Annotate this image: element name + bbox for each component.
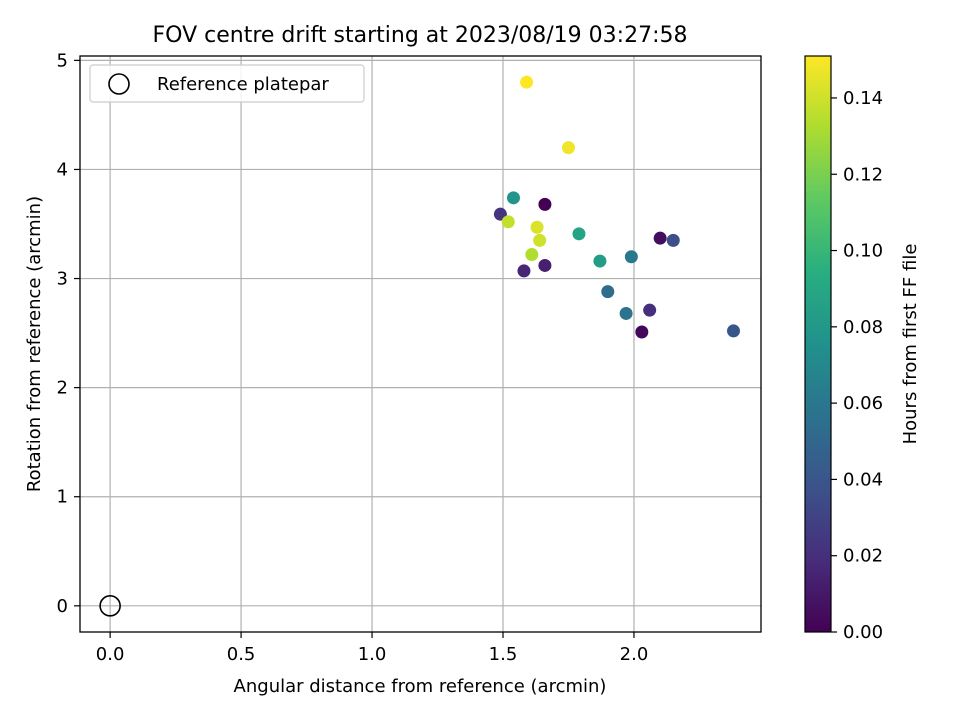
colorbar	[804, 55, 832, 633]
data-point	[572, 227, 586, 241]
data-point	[517, 264, 531, 278]
y-tick-label: 4	[57, 159, 68, 180]
data-point	[601, 285, 615, 299]
colorbar-tick-label: 0.14	[843, 88, 883, 109]
legend-label: Reference platepar	[157, 74, 329, 95]
data-point	[561, 141, 575, 155]
y-tick-label: 5	[57, 50, 68, 71]
y-tick-label: 1	[57, 487, 68, 508]
data-point	[538, 258, 552, 272]
y-axis-label: Rotation from reference (arcmin)	[24, 196, 45, 492]
x-axis-ticks: 0.0 0.5 1.0 1.5 2.0	[96, 632, 648, 665]
colorbar-tick-label: 0.12	[843, 164, 883, 185]
colorbar-tick-label: 0.02	[843, 546, 883, 567]
legend: Reference platepar	[89, 64, 365, 103]
colorbar-label: Hours from first FF file	[900, 244, 921, 445]
legend-marker	[108, 73, 130, 95]
data-point	[653, 231, 667, 245]
y-tick-label: 2	[57, 378, 68, 399]
data-point	[506, 191, 520, 205]
colorbar-tick-label: 0.06	[843, 393, 883, 414]
colorbar-tick-label: 0.10	[843, 241, 883, 262]
colorbar-tick-label: 0.04	[843, 469, 883, 490]
data-point	[525, 248, 539, 262]
data-point	[501, 215, 515, 229]
colorbar-tick-label: 0.00	[843, 622, 883, 643]
data-point	[726, 324, 740, 338]
scatter-points	[493, 75, 740, 339]
legend-box	[89, 64, 365, 103]
data-point	[530, 220, 544, 234]
data-point	[520, 75, 534, 89]
x-tick-label: 0.0	[96, 644, 125, 665]
y-axis-ticks: 0 1 2 3 4 5	[57, 50, 80, 617]
grid	[80, 56, 761, 632]
data-point	[635, 325, 649, 339]
data-point	[619, 306, 633, 320]
colorbar-tick-label: 0.08	[843, 317, 883, 338]
data-point	[666, 233, 680, 247]
data-point	[533, 233, 547, 247]
x-axis-label: Angular distance from reference (arcmin)	[234, 676, 607, 697]
data-point	[538, 197, 552, 211]
data-point	[624, 250, 638, 264]
data-point	[593, 254, 607, 268]
x-tick-label: 1.0	[358, 644, 387, 665]
colorbar-ticks: 0.00 0.02 0.04 0.06 0.08 0.10 0.12 0.14	[831, 88, 883, 643]
plot-frame	[79, 55, 762, 633]
x-tick-label: 2.0	[620, 644, 649, 665]
y-tick-label: 0	[57, 596, 68, 617]
y-tick-label: 3	[57, 269, 68, 290]
x-tick-label: 1.5	[489, 644, 518, 665]
chart-title: FOV centre drift starting at 2023/08/19 …	[153, 23, 688, 48]
x-tick-label: 0.5	[227, 644, 256, 665]
data-point	[643, 303, 657, 317]
reference-platepar-marker	[99, 595, 121, 617]
